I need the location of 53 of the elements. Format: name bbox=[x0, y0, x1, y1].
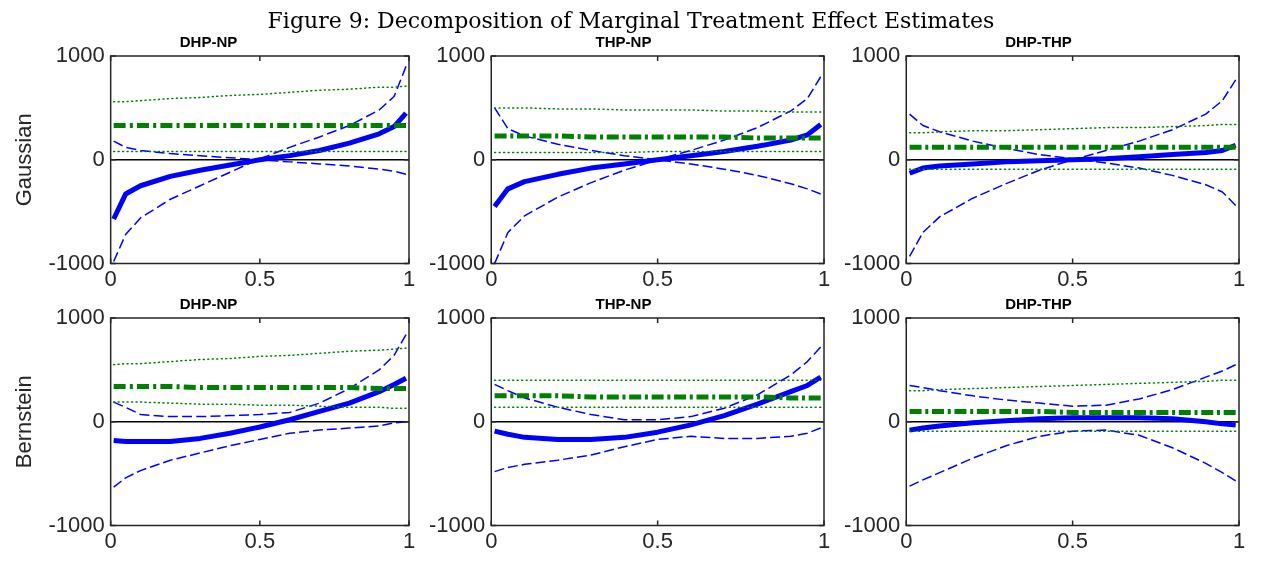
y-tick-label: -1000 bbox=[48, 249, 105, 275]
y-tick-label: -1000 bbox=[428, 249, 486, 275]
y-tick-label: 1000 bbox=[436, 304, 486, 330]
line-series bbox=[112, 347, 407, 366]
x-tick-label: 0.5 bbox=[642, 265, 673, 291]
line-series bbox=[908, 363, 1237, 407]
y-tick-label: -1000 bbox=[843, 511, 901, 537]
y-tick-label: 1000 bbox=[851, 42, 901, 68]
y-tick-label: 0 bbox=[473, 407, 486, 433]
y-tick-label: -1000 bbox=[843, 249, 901, 275]
x-tick-label: 0.5 bbox=[244, 265, 276, 291]
x-tick-label: 0.5 bbox=[642, 527, 673, 553]
y-tick-label: 0 bbox=[888, 407, 901, 433]
line-series bbox=[493, 427, 822, 473]
y-tick-label: 0 bbox=[888, 145, 901, 171]
y-tick-label: -1000 bbox=[428, 511, 486, 537]
chart-title: DHP-THP bbox=[1005, 33, 1072, 51]
line-series bbox=[112, 333, 407, 418]
y-tick-label: 0 bbox=[92, 145, 105, 171]
line-series bbox=[112, 85, 407, 103]
y-tick-label: 1000 bbox=[436, 42, 486, 68]
caption: Figure 9: Decomposition of Marginal Treatment Effect Estimates bbox=[266, 8, 996, 34]
line-series bbox=[908, 123, 1237, 134]
line-series bbox=[112, 65, 407, 263]
y-tick-label: 1000 bbox=[851, 304, 901, 330]
x-tick-label: 1 bbox=[1232, 527, 1246, 553]
y-tick-label: 1000 bbox=[55, 304, 105, 330]
line-series bbox=[112, 401, 407, 410]
x-tick-label: 0.5 bbox=[1057, 265, 1088, 291]
x-tick-label: 1 bbox=[817, 265, 831, 291]
x-tick-label: 1 bbox=[817, 527, 831, 553]
line-series bbox=[112, 421, 407, 488]
y-tick-label: -1000 bbox=[48, 511, 105, 537]
x-tick-label: 1 bbox=[402, 265, 416, 291]
chart-title: THP-NP bbox=[595, 33, 652, 51]
line-series bbox=[493, 346, 822, 421]
x-tick-label: 1 bbox=[402, 527, 416, 553]
line-series bbox=[908, 429, 1237, 487]
chart-title: THP-NP bbox=[595, 295, 652, 313]
y-axis-title: Bernstein bbox=[11, 375, 37, 469]
x-tick-label: 0.5 bbox=[1057, 527, 1088, 553]
x-tick-label: 1 bbox=[1232, 265, 1246, 291]
x-tick-label: 0.5 bbox=[244, 527, 276, 553]
line-series bbox=[493, 76, 822, 264]
chart-title: DHP-NP bbox=[179, 295, 238, 313]
y-tick-label: 1000 bbox=[55, 42, 105, 68]
y-axis-title: Gaussian bbox=[11, 113, 37, 207]
line-series bbox=[908, 79, 1237, 258]
line-series bbox=[908, 379, 1237, 392]
chart-title: DHP-NP bbox=[179, 33, 238, 51]
y-tick-label: 0 bbox=[473, 145, 486, 171]
chart-title: DHP-THP bbox=[1005, 295, 1072, 313]
y-tick-label: 0 bbox=[92, 407, 105, 433]
